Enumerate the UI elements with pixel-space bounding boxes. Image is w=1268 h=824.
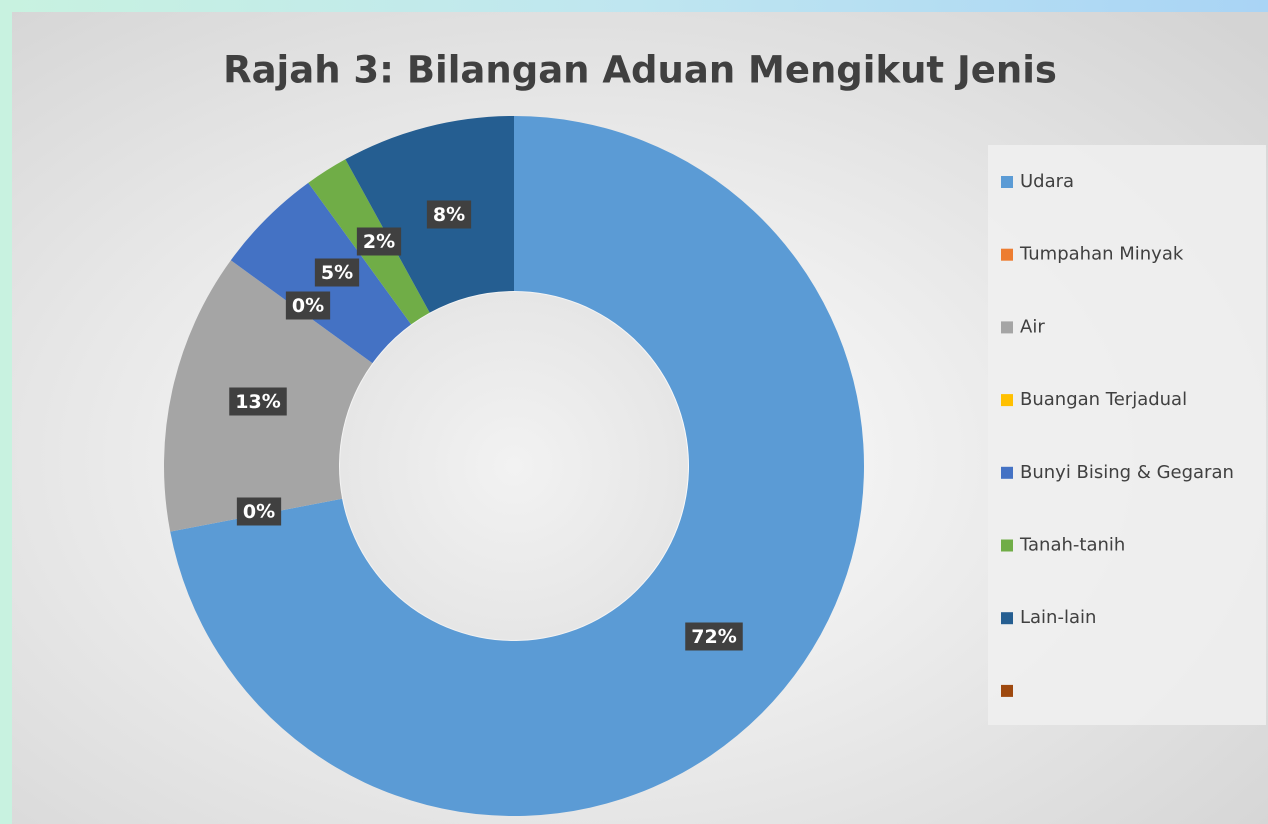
data-label: 8%: [433, 204, 465, 226]
legend-swatch: [1001, 684, 1013, 697]
data-label: 72%: [691, 626, 737, 648]
legend-label: Air: [1020, 316, 1045, 337]
legend-label: Tumpahan Minyak: [1019, 244, 1184, 265]
legend-swatch: [1001, 176, 1013, 188]
data-label-value: 0: [292, 295, 305, 317]
data-label: 0%: [243, 501, 275, 523]
legend-label: Buangan Terjadual: [1020, 389, 1187, 410]
legend-label: Udara: [1020, 171, 1074, 192]
legend-swatch: [1001, 394, 1013, 407]
donut-hole: [340, 292, 688, 640]
data-label-box: [229, 387, 287, 416]
data-label: 5%: [321, 262, 353, 284]
legend-swatch: [1001, 539, 1013, 552]
legend-swatch: [1001, 248, 1013, 261]
data-label-box: [236, 497, 282, 526]
data-label: 0%: [292, 295, 324, 317]
data-label-value: 2: [363, 231, 376, 253]
data-label: 2%: [363, 231, 395, 253]
legend-swatch: [1001, 466, 1013, 479]
legend-label: Bunyi Bising & Gegaran: [1020, 462, 1234, 483]
legend-label: Lain-lain: [1020, 607, 1096, 628]
chart-title: Rajah 3: Bilangan Aduan Mengikut Jenis: [223, 49, 1057, 92]
data-label: 13%: [235, 391, 281, 413]
legend-box: [988, 145, 1266, 725]
data-label-value: 72: [691, 626, 717, 648]
data-label-box: [285, 291, 331, 320]
legend-label: Tanah-tanih: [1019, 535, 1125, 556]
data-label-value: 8: [433, 204, 446, 226]
legend-swatch: [1001, 612, 1013, 625]
data-label-value: 13: [235, 391, 261, 413]
data-label-box: [356, 227, 402, 256]
data-label-box: [426, 200, 472, 229]
data-label-box: [685, 622, 743, 651]
legend-swatch: [1001, 321, 1013, 334]
data-label-box: [314, 258, 360, 287]
data-label-value: 0: [243, 501, 256, 523]
data-label-value: 5: [321, 262, 334, 284]
